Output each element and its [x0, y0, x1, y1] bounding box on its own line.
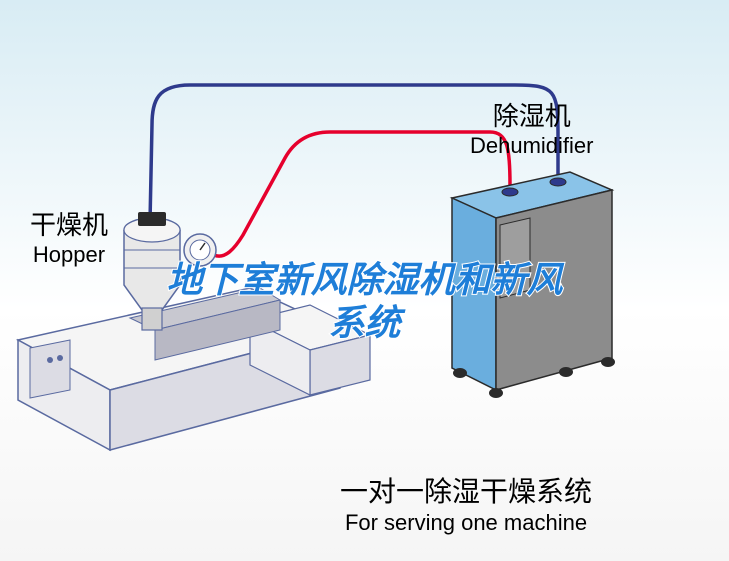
- system-title-cn: 一对一除湿干燥系统: [340, 470, 592, 510]
- dehumidifier-label-cn: 除湿机: [470, 96, 594, 133]
- dehumidifier-label: 除湿机 Dehumidifier: [470, 96, 594, 159]
- dehumidifier-label-en: Dehumidifier: [470, 133, 594, 159]
- system-title-label: 一对一除湿干燥系统 For serving one machine: [340, 470, 592, 536]
- overlay-title-line2: 系统: [0, 301, 729, 344]
- overlay-title-line1: 地下室新风除湿机和新风: [0, 258, 729, 301]
- system-title-en: For serving one machine: [340, 510, 592, 536]
- hopper-label-cn: 干燥机: [30, 205, 108, 242]
- overlay-title: 地下室新风除湿机和新风 系统: [0, 258, 729, 344]
